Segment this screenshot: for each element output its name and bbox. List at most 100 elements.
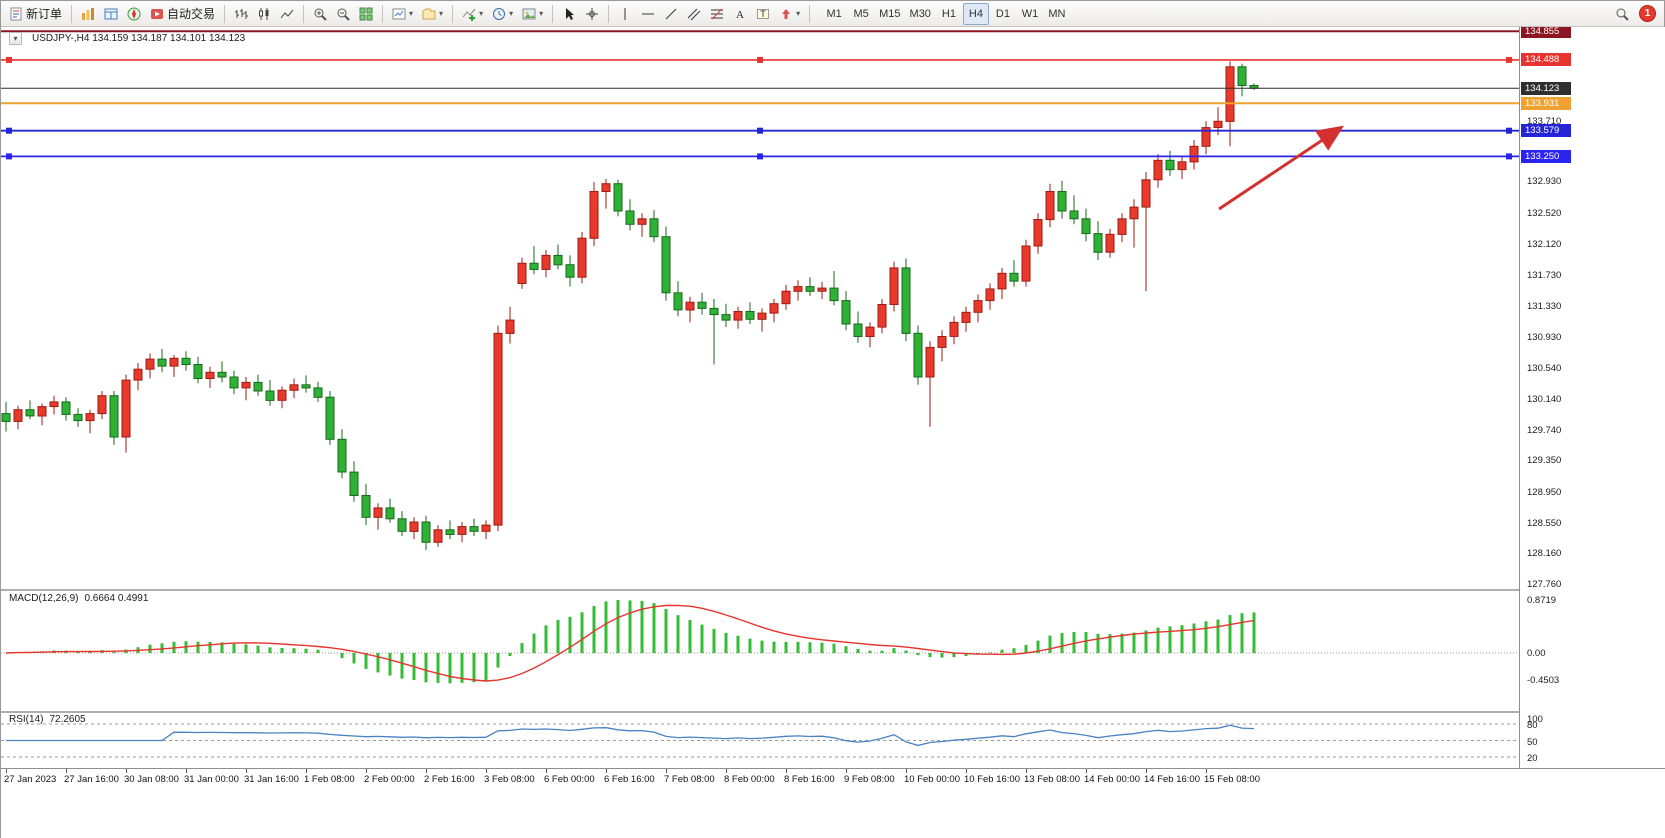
candle: [253, 381, 263, 392]
new-chart-button[interactable]: ▾: [388, 3, 417, 25]
channel-button[interactable]: [683, 3, 705, 25]
profiles-button[interactable]: ▾: [418, 3, 447, 25]
horizontal-line-button[interactable]: [637, 3, 659, 25]
line-handle[interactable]: [6, 56, 12, 63]
fibonacci-button[interactable]: [706, 3, 728, 25]
timeframe-H1[interactable]: H1: [936, 3, 962, 25]
navigator-button[interactable]: [123, 3, 145, 25]
candle: [1045, 191, 1055, 221]
pane-separator[interactable]: [1, 589, 1665, 591]
data-window-button[interactable]: [100, 3, 122, 25]
bar-chart-button[interactable]: [230, 3, 252, 25]
crosshair-button[interactable]: [581, 3, 603, 25]
cursor-button[interactable]: [558, 3, 580, 25]
candle: [901, 267, 911, 334]
pane-separator[interactable]: [1, 711, 1665, 713]
price-tick: 131.730: [1527, 269, 1562, 281]
autotrading-button[interactable]: 自动交易: [146, 3, 219, 25]
candle: [289, 384, 299, 391]
line-handle[interactable]: [757, 127, 763, 134]
price-tick: 130.930: [1527, 332, 1562, 344]
new-order-button[interactable]: 新订单: [5, 3, 66, 25]
zoom-out-button[interactable]: [332, 3, 354, 25]
rsi-header: RSI(14) 72.2605: [9, 714, 86, 725]
time-label: 9 Feb 08:00: [844, 774, 895, 785]
fibonacci-icon: [711, 8, 724, 19]
time-label: 27 Jan 2023: [4, 774, 57, 785]
toolbar-right-group: 1: [1611, 3, 1660, 25]
line-handle[interactable]: [6, 127, 12, 134]
candle: [133, 368, 143, 381]
macd-histogram: [16, 600, 1256, 684]
candle: [1105, 233, 1115, 253]
candle: [997, 272, 1007, 290]
candle: [637, 218, 647, 225]
zoom-in-button[interactable]: [309, 3, 331, 25]
candle: [193, 364, 203, 379]
price-tick: 132.120: [1527, 239, 1562, 251]
arrows-button[interactable]: ▾: [775, 3, 804, 25]
timeframe-MN[interactable]: MN: [1044, 3, 1070, 25]
time-label: 10 Feb 00:00: [904, 774, 960, 785]
line-handle[interactable]: [757, 56, 763, 63]
macd-indicator-pane[interactable]: [1, 591, 1519, 711]
price-tick: 132.520: [1527, 208, 1562, 220]
timeframe-M15[interactable]: M15: [875, 3, 904, 25]
candle: [781, 290, 791, 305]
line-handle[interactable]: [1506, 153, 1512, 160]
candle: [49, 401, 59, 408]
macd-label: MACD(12,26,9): [9, 593, 79, 604]
trendline-button[interactable]: [660, 3, 682, 25]
time-label: 30 Jan 08:00: [124, 774, 179, 785]
vertical-line-button[interactable]: [614, 3, 636, 25]
market-watch-button[interactable]: [77, 3, 99, 25]
text-label-button[interactable]: T: [752, 3, 774, 25]
time-tick: [666, 769, 667, 773]
line-handle[interactable]: [1506, 56, 1512, 63]
time-tick: [846, 769, 847, 773]
timeframe-D1[interactable]: D1: [990, 3, 1016, 25]
candle: [241, 381, 251, 389]
price-tick: 128.550: [1527, 517, 1562, 529]
time-axis[interactable]: 27 Jan 2023 27 Jan 16:00 30 Jan 08:00 31 Ja…: [1, 768, 1665, 789]
tile-windows-button[interactable]: [355, 3, 377, 25]
timeframe-M1[interactable]: M1: [821, 3, 847, 25]
price-axis[interactable]: 133.710 132.930 132.520 132.120 131.730 131.3…: [1519, 24, 1665, 789]
one-click-trading-toggle-icon[interactable]: ▾: [9, 32, 22, 45]
search-button[interactable]: [1611, 3, 1633, 25]
candle: [1057, 191, 1067, 212]
line-handle[interactable]: [1506, 127, 1512, 134]
line-chart-button[interactable]: [276, 3, 298, 25]
dropdown-caret-icon: ▾: [439, 8, 444, 18]
timeframe-M5[interactable]: M5: [848, 3, 874, 25]
candle: [1093, 233, 1103, 253]
timeframe-M30[interactable]: M30: [906, 3, 935, 25]
notification-badge[interactable]: 1: [1639, 5, 1656, 22]
candle: [433, 529, 443, 543]
text-button[interactable]: A: [729, 3, 751, 25]
rsi-value: 72.2605: [49, 714, 86, 725]
rsi-tick: 50: [1527, 736, 1538, 748]
rsi-indicator-pane[interactable]: [1, 713, 1519, 768]
templates-button[interactable]: ▾: [518, 3, 547, 25]
price-tick: 129.740: [1527, 424, 1562, 436]
price-line-label: 134.488: [1521, 53, 1571, 67]
candlestick-chart-button[interactable]: [253, 3, 275, 25]
templates-icon: [522, 8, 536, 19]
indicators-button[interactable]: ▾: [458, 3, 487, 25]
timeframe-W1[interactable]: W1: [1017, 3, 1043, 25]
periods-button[interactable]: ▾: [488, 3, 517, 25]
trend-arrow-annotation[interactable]: [1218, 125, 1344, 211]
candle: [1069, 210, 1079, 220]
toolbar-separator: [303, 4, 305, 23]
line-handle[interactable]: [757, 153, 763, 160]
time-tick: [366, 769, 367, 773]
candlestick-chart-pane[interactable]: [1, 27, 1519, 589]
profiles-icon: [422, 8, 436, 19]
candle: [625, 210, 635, 225]
trendline-icon: [665, 8, 677, 19]
timeframe-H4[interactable]: H4: [962, 2, 989, 25]
line-handle[interactable]: [6, 153, 12, 160]
time-label: 6 Feb 00:00: [544, 774, 595, 785]
channel-icon: [687, 8, 701, 20]
